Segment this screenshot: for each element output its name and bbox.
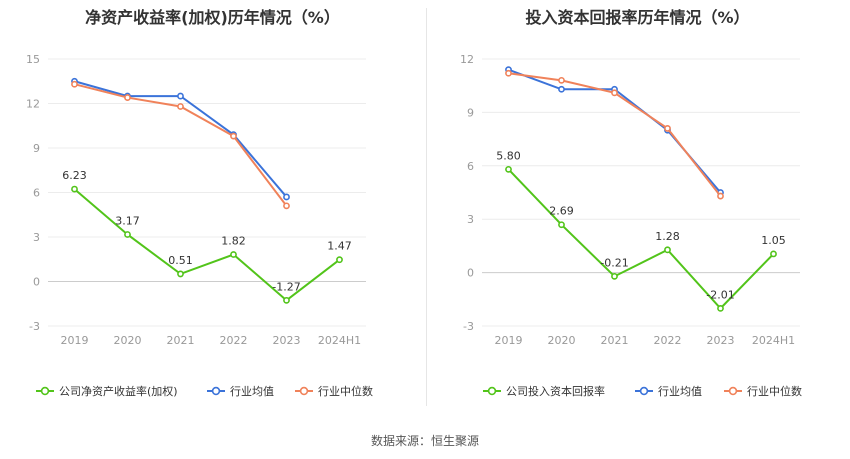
data-label: 1.47 bbox=[327, 240, 352, 253]
legend-marker bbox=[487, 386, 497, 396]
data-label: 0.51 bbox=[168, 254, 193, 267]
y-tick-label: 15 bbox=[26, 53, 40, 66]
legend-label[interactable]: 行业中位数 bbox=[318, 384, 373, 398]
x-tick-label: 2023 bbox=[707, 334, 735, 347]
legend-label[interactable]: 行业均值 bbox=[230, 385, 274, 398]
data-point bbox=[283, 296, 290, 304]
x-tick-label: 2022 bbox=[220, 334, 248, 347]
data-point bbox=[664, 125, 671, 132]
data-source-note: 数据来源：恒生聚源 bbox=[370, 434, 479, 448]
roe-chart-title: 净资产收益率(加权)历年情况（%） bbox=[85, 8, 340, 27]
y-tick-label: 0 bbox=[467, 267, 474, 280]
data-label: -1.27 bbox=[272, 280, 300, 293]
legend-label[interactable]: 公司投入资本回报率 bbox=[506, 384, 605, 398]
roe-chart-svg: -3 0 3 6 9 12 15 2019 2020 2021 2022 2023 2024H1 6.23… bbox=[26, 53, 373, 398]
y-tick-label: 12 bbox=[26, 98, 40, 111]
data-point bbox=[177, 270, 184, 278]
data-label: 5.80 bbox=[496, 149, 521, 162]
data-point bbox=[611, 89, 618, 97]
data-point bbox=[717, 192, 724, 200]
chart-divider bbox=[426, 8, 427, 406]
legend-label[interactable]: 行业均值 bbox=[658, 385, 702, 398]
data-point bbox=[71, 80, 78, 88]
data-point bbox=[664, 246, 671, 254]
data-point bbox=[230, 132, 237, 140]
data-point bbox=[71, 185, 78, 193]
data-point bbox=[717, 304, 724, 312]
data-label: 1.28 bbox=[655, 230, 680, 243]
data-point bbox=[505, 69, 512, 77]
data-point bbox=[558, 85, 565, 93]
data-point bbox=[177, 92, 184, 100]
data-label: -0.21 bbox=[600, 256, 628, 269]
data-point bbox=[124, 231, 131, 238]
roe-chart: 净资产收益率(加权)历年情况（%） -3 0 3 6 9 12 15 2019 2020 2021… bbox=[0, 0, 425, 410]
data-label: 2.69 bbox=[549, 205, 574, 218]
roic-chart-title: 投入资本回报率历年情况（%） bbox=[525, 8, 750, 27]
x-tick-label: 2021 bbox=[601, 334, 629, 347]
x-tick-label: 2024H1 bbox=[752, 334, 795, 347]
legend-marker bbox=[728, 386, 738, 396]
y-tick-label: 0 bbox=[33, 276, 40, 289]
y-tick-label: 9 bbox=[33, 142, 40, 155]
series-line bbox=[74, 83, 288, 207]
y-tick-label: -3 bbox=[29, 320, 40, 333]
roic-chart: 投入资本回报率历年情况（%） -3 0 3 6 9 12 2019 2020 2021 2022 2… bbox=[425, 0, 850, 410]
data-label: 6.23 bbox=[62, 169, 87, 182]
y-tick-label: 9 bbox=[467, 106, 474, 119]
data-point bbox=[283, 202, 290, 210]
data-point bbox=[124, 94, 131, 101]
legend-marker bbox=[639, 386, 649, 396]
data-label: 1.05 bbox=[761, 234, 786, 247]
legend-label[interactable]: 行业中位数 bbox=[747, 384, 802, 398]
series-line bbox=[507, 168, 775, 310]
data-label: 1.82 bbox=[221, 235, 246, 248]
x-tick-label: 2019 bbox=[495, 334, 523, 347]
roic-chart-svg: -3 0 3 6 9 12 2019 2020 2021 2022 2023 2024H1 5.80 2.… bbox=[460, 53, 802, 398]
x-tick-label: 2021 bbox=[167, 334, 195, 347]
legend-marker bbox=[299, 386, 309, 396]
data-label: -2.01 bbox=[706, 288, 734, 301]
data-point bbox=[336, 256, 343, 264]
y-tick-label: -3 bbox=[463, 320, 474, 333]
data-point bbox=[611, 272, 618, 280]
y-tick-label: 6 bbox=[33, 187, 40, 200]
y-tick-label: 6 bbox=[467, 160, 474, 173]
x-tick-label: 2023 bbox=[273, 334, 301, 347]
data-point bbox=[558, 221, 565, 229]
data-point bbox=[770, 250, 777, 258]
data-label: 3.17 bbox=[115, 214, 140, 227]
x-tick-label: 2020 bbox=[114, 334, 142, 347]
y-tick-label: 12 bbox=[460, 53, 474, 66]
series-line bbox=[73, 188, 341, 302]
legend-label[interactable]: 公司净资产收益率(加权) bbox=[59, 384, 178, 398]
data-point bbox=[177, 103, 184, 110]
x-tick-label: 2024H1 bbox=[318, 334, 361, 347]
x-tick-label: 2020 bbox=[548, 334, 576, 347]
data-point bbox=[558, 76, 565, 84]
y-tick-label: 3 bbox=[467, 213, 474, 226]
data-point bbox=[230, 251, 237, 258]
x-tick-label: 2019 bbox=[61, 334, 89, 347]
data-point bbox=[505, 165, 512, 173]
y-tick-label: 3 bbox=[33, 231, 40, 244]
legend-marker bbox=[40, 386, 50, 396]
legend-marker bbox=[211, 386, 221, 396]
data-point bbox=[283, 193, 290, 201]
x-tick-label: 2022 bbox=[654, 334, 682, 347]
